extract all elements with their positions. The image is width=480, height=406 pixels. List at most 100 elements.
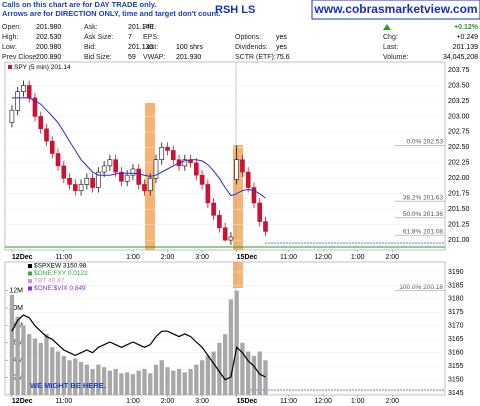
quote-label: Chg: <box>383 34 398 41</box>
volume-bar <box>96 364 101 395</box>
candle-body <box>67 177 72 185</box>
candle-body <box>211 202 216 216</box>
volume-bar <box>246 351 251 395</box>
quote-label: Last: <box>143 44 158 51</box>
x-tick-label: 3:00 <box>195 254 209 261</box>
candle-body <box>257 202 263 222</box>
quote-value: 34,045,208 <box>443 54 478 61</box>
volume-bar <box>251 355 257 395</box>
quote-value: 100 shrs <box>176 44 203 51</box>
quote-label: Low: <box>2 44 17 51</box>
candle-body <box>9 109 15 123</box>
volume-bar <box>38 342 43 395</box>
candle-body <box>124 174 130 182</box>
quote-value: yes <box>276 44 287 51</box>
y-tick-label: 201.25 <box>448 221 470 228</box>
candle-body <box>170 150 176 161</box>
volume-bar <box>165 367 170 395</box>
site: www.cobrasmarketview.com <box>313 2 477 16</box>
volume-bar <box>119 373 124 395</box>
quote-value: 59 <box>128 54 136 61</box>
quote-value: 7 <box>128 34 132 41</box>
volume-bar <box>44 334 49 395</box>
volume-bar <box>61 355 66 395</box>
change-pct: +0.12% <box>454 24 479 31</box>
moving-average <box>11 97 266 199</box>
y-tick-label: 203.75 <box>448 67 470 74</box>
y-tick-label: 202.50 <box>448 144 470 151</box>
candle-body <box>72 184 78 191</box>
x-tick-label: 11:00 <box>280 398 297 405</box>
x-tick-label: 1:00 <box>126 254 140 261</box>
legend-swatch <box>28 271 32 276</box>
highlight-band <box>233 262 243 288</box>
candle-body <box>222 227 228 241</box>
volume-bar <box>205 355 211 395</box>
quote-value: yes <box>276 34 287 41</box>
legend-swatch <box>28 286 32 291</box>
candle-body <box>205 184 211 204</box>
quote-label: Prev Close: <box>2 54 38 61</box>
y-tick-label: 203.00 <box>448 113 470 120</box>
x-tick-label: 1:00 <box>351 254 365 261</box>
y2-tick-label: 3150 <box>448 376 464 383</box>
quote-value: 201.980 <box>36 24 61 31</box>
x-tick-label: 12:00 <box>314 254 332 261</box>
volume-bar <box>240 342 245 395</box>
annotation: WE MIGHT BE HERE. <box>30 381 106 390</box>
y-tick-label: 201.50 <box>448 206 470 213</box>
y-tick-label: 201.00 <box>448 237 470 244</box>
note: Calls on this chart are for DAY TRADE on… <box>2 0 156 9</box>
quote-value: 201.930 <box>176 54 201 61</box>
quote-label: Last: <box>383 44 398 51</box>
candle-body <box>153 159 159 179</box>
quote-label: Bid: <box>84 44 96 51</box>
x-tick-label: 1:00 <box>126 398 140 405</box>
volume-bar <box>73 358 78 395</box>
quote-label: Bid Size: <box>84 54 112 61</box>
x-tick-label: 2:00 <box>385 398 399 405</box>
fib-label: 61.8% 201.08 <box>403 228 444 235</box>
highlight-band <box>233 145 243 250</box>
y2-tick-label: 3190 <box>448 269 464 276</box>
y2-tick-label: 3165 <box>448 336 464 343</box>
volume-bar <box>188 368 193 395</box>
quote-value: +0.249 <box>456 34 478 41</box>
y2-tick-label: 3170 <box>448 323 464 330</box>
y-tick-label: 203.50 <box>448 82 470 89</box>
legend: SPY (5 min) 201.14 <box>14 64 71 71</box>
symbol: RSH LS <box>215 4 255 16</box>
notes-box <box>0 0 200 20</box>
legend-swatch <box>28 279 32 283</box>
volume-bar <box>84 364 89 395</box>
volume-bar <box>107 370 113 395</box>
volume-bar <box>27 334 32 395</box>
y-tick-label: 202.00 <box>448 175 470 182</box>
quote-label: High: <box>2 34 18 41</box>
y-tick-label: 10M <box>9 305 23 312</box>
quote-value: 201.140 <box>128 24 153 31</box>
quote-value: 200.980 <box>36 44 61 51</box>
volume-bar <box>199 360 205 395</box>
fib-label: 38.2% 201.63 <box>403 194 444 201</box>
volume-bar <box>222 334 228 395</box>
volume-bar <box>113 368 118 395</box>
volume-bar <box>211 351 216 395</box>
candle-body <box>49 140 55 154</box>
volume-bar <box>257 351 262 395</box>
y-tick-label: 202.25 <box>448 160 470 167</box>
candle-body <box>90 177 95 188</box>
candle-body <box>21 85 26 92</box>
up-arrow <box>383 24 391 30</box>
volume-bar <box>153 364 159 395</box>
legend: TBT 49.47 <box>34 278 65 285</box>
plot-layer: 201.00 201.25 201.50 201.75 202.00 202.25 202.… <box>5 64 470 405</box>
y-tick-label: 201.75 <box>448 191 470 198</box>
note: Arrows are for DIRECTION ONLY, time and … <box>2 9 221 18</box>
quote-label: Options: <box>235 34 261 41</box>
legend: $ONE:FXY 0.0122 <box>34 270 88 277</box>
volume-bar <box>263 360 268 395</box>
quote-value: 75.6 <box>276 54 290 61</box>
x-tick-label: 3:00 <box>195 398 209 405</box>
candle-body <box>165 147 170 151</box>
